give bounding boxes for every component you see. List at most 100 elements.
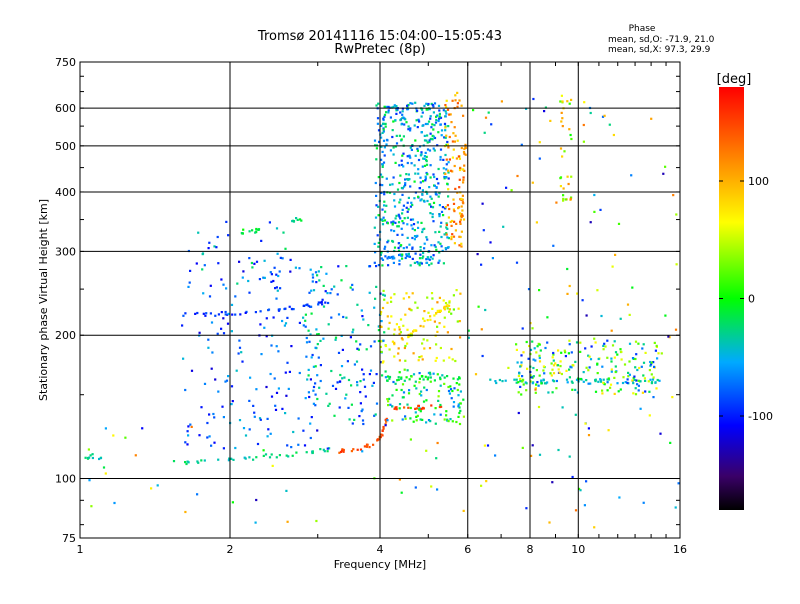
data-point: [460, 205, 463, 208]
data-point: [439, 158, 442, 161]
data-point: [453, 242, 456, 245]
data-point: [317, 333, 320, 336]
data-point: [435, 312, 438, 315]
data-point: [458, 377, 461, 380]
data-point: [401, 338, 404, 341]
data-point: [458, 244, 461, 247]
data-point: [383, 146, 386, 149]
data-point: [426, 173, 429, 176]
data-point: [525, 507, 528, 510]
data-point: [484, 308, 487, 312]
data-point: [391, 135, 394, 139]
data-point: [412, 352, 415, 355]
data-point: [438, 215, 441, 218]
data-point: [393, 328, 396, 331]
data-point: [461, 201, 464, 204]
data-point: [651, 378, 655, 381]
data-point: [459, 235, 462, 239]
data-point: [379, 345, 382, 348]
data-point: [398, 326, 401, 329]
data-point: [538, 356, 541, 360]
data-point: [285, 394, 288, 397]
data-point: [445, 223, 448, 226]
data-point: [413, 164, 416, 167]
data-point: [570, 380, 573, 383]
data-point: [559, 185, 562, 188]
data-point: [480, 328, 483, 331]
data-point: [517, 374, 520, 378]
data-point: [448, 113, 451, 116]
data-point: [375, 373, 378, 376]
data-point: [242, 427, 246, 430]
data-point: [225, 220, 228, 223]
data-point: [619, 348, 622, 351]
data-point: [444, 110, 447, 113]
data-point: [384, 344, 388, 348]
data-point: [417, 168, 420, 171]
data-point: [445, 233, 448, 236]
data-point: [434, 407, 437, 410]
data-point: [429, 132, 432, 135]
data-point: [457, 394, 460, 397]
data-point: [402, 222, 405, 225]
data-point: [330, 369, 333, 373]
data-point: [550, 362, 553, 365]
data-point: [265, 335, 268, 338]
data-point: [424, 122, 427, 126]
data-point: [424, 151, 427, 154]
data-point: [391, 419, 394, 422]
data-point: [227, 312, 230, 315]
data-point: [445, 106, 448, 109]
data-point: [353, 418, 356, 421]
data-point: [339, 380, 342, 383]
data-point: [406, 216, 409, 219]
data-point: [464, 153, 467, 156]
data-point: [351, 283, 354, 286]
data-point: [458, 157, 461, 160]
data-point: [302, 316, 305, 319]
data-point: [417, 226, 420, 229]
data-point: [290, 446, 293, 449]
data-point: [445, 226, 448, 229]
data-point: [423, 134, 426, 137]
data-point: [387, 255, 390, 259]
data-point: [432, 173, 435, 176]
data-point: [534, 359, 537, 362]
data-point: [416, 109, 419, 112]
data-point: [420, 394, 423, 397]
data-point: [637, 389, 640, 392]
data-point: [529, 374, 532, 377]
data-point: [238, 260, 241, 263]
data-point: [406, 155, 409, 158]
data-point: [254, 231, 257, 234]
data-point: [238, 346, 242, 349]
x-tick-label: 16: [673, 543, 687, 556]
data-point: [265, 317, 268, 320]
data-point: [653, 341, 656, 344]
data-point: [392, 220, 395, 223]
data-point: [361, 315, 364, 318]
data-point: [377, 129, 381, 132]
data-point: [446, 307, 449, 310]
data-point: [184, 461, 187, 464]
data-point: [423, 155, 426, 158]
data-point: [328, 402, 331, 405]
data-point: [374, 413, 377, 416]
data-point: [385, 105, 388, 108]
data-point: [266, 417, 269, 420]
data-point: [429, 117, 432, 120]
data-point: [460, 230, 463, 233]
data-point: [398, 215, 401, 218]
data-point: [248, 399, 251, 402]
data-point: [456, 102, 459, 105]
data-point: [227, 375, 230, 378]
data-point: [576, 292, 579, 295]
data-point: [647, 380, 650, 383]
data-point: [405, 121, 408, 124]
x-tick-labels: 1 2 4 6 8 10 16: [77, 543, 688, 556]
data-point: [532, 358, 535, 361]
data-point: [563, 150, 566, 153]
data-point: [303, 444, 307, 447]
data-point: [384, 424, 387, 427]
data-point: [648, 369, 651, 372]
